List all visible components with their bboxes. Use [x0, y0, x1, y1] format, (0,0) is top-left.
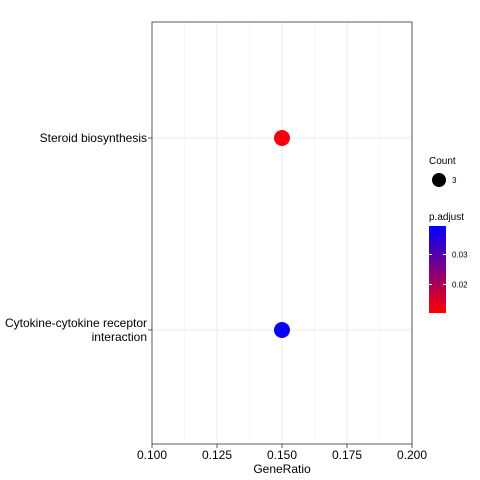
data-point	[274, 322, 290, 338]
y-axis: Steroid biosynthesis Cytokine-cytokine re…	[5, 131, 152, 344]
data-points	[274, 130, 290, 338]
legend-colorbar	[429, 226, 446, 313]
colorbar-tick-label: 0.03	[452, 251, 468, 260]
x-axis: 0.100 0.125 0.150 0.175 0.200	[137, 444, 427, 462]
legend-colorbar-ticks: 0.03 0.02	[429, 251, 468, 290]
legend-count-dot	[432, 173, 446, 187]
x-tick-label: 0.125	[202, 448, 232, 462]
x-axis-title: GeneRatio	[253, 462, 311, 476]
x-tick-label: 0.200	[397, 448, 427, 462]
colorbar-tick-label: 0.02	[452, 281, 468, 290]
legend-count-value: 3	[452, 176, 457, 185]
y-tick-label: Cytokine-cytokine receptor	[5, 316, 147, 330]
x-tick-label: 0.150	[267, 448, 297, 462]
legend: Count 3 p.adjust 0.03 0.02	[429, 156, 468, 313]
legend-padjust-title: p.adjust	[429, 212, 464, 223]
data-point	[274, 130, 290, 146]
legend-count-title: Count	[429, 156, 456, 167]
x-tick-label: 0.100	[137, 448, 167, 462]
y-tick-label: Steroid biosynthesis	[40, 131, 147, 145]
y-tick-label: interaction	[92, 330, 147, 344]
x-tick-label: 0.175	[332, 448, 362, 462]
